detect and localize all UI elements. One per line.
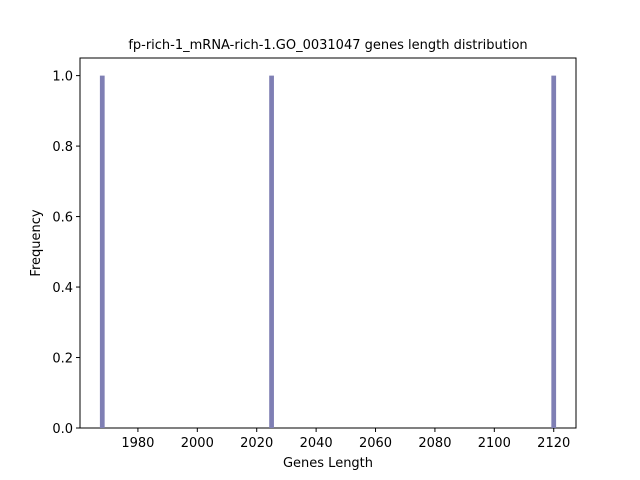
y-axis: 0.0 0.2 0.4 0.6 0.8 1.0 — [52, 70, 80, 437]
x-tick-label-0: 1980 — [121, 436, 154, 451]
plot-frame — [79, 57, 577, 429]
x-axis: 1980 2000 2020 2040 2060 2080 2100 2120 — [121, 428, 570, 451]
x-tick-label-1: 2000 — [181, 436, 214, 451]
x-tick-label-7: 2120 — [537, 436, 570, 451]
y-tick-label-3: 0.6 — [52, 211, 73, 226]
x-tick-label-3: 2040 — [300, 436, 333, 451]
y-tick-label-0: 0.0 — [52, 422, 73, 437]
bars-group — [99, 75, 557, 428]
y-tick-label-2: 0.4 — [52, 281, 73, 296]
x-axis-label: Genes Length — [283, 456, 373, 471]
y-tick-label-5: 1.0 — [52, 70, 73, 85]
x-tick-label-5: 2080 — [418, 436, 451, 451]
y-tick-label-1: 0.2 — [52, 352, 73, 367]
y-tick-label-4: 0.8 — [52, 140, 73, 155]
chart-title: fp-rich-1_mRNA-rich-1.GO_0031047 genes l… — [128, 38, 527, 53]
x-tick-label-6: 2100 — [478, 436, 511, 451]
bar-1 — [269, 75, 274, 428]
x-tick-label-4: 2060 — [359, 436, 392, 451]
x-tick-label-2: 2020 — [240, 436, 273, 451]
y-axis-label: Frequency — [29, 209, 44, 276]
bar-2 — [551, 75, 557, 428]
bar-0 — [99, 75, 105, 428]
